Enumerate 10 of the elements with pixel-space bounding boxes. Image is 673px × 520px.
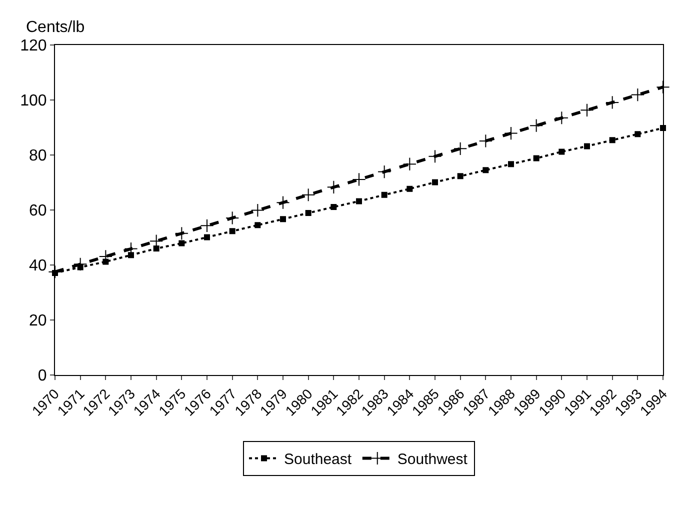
y-tick-label: 20 — [29, 312, 47, 330]
y-tick-label: 60 — [29, 202, 47, 220]
legend-label: Southwest — [397, 451, 468, 468]
y-tick-label: 100 — [20, 92, 47, 110]
y-tick-label: 80 — [29, 148, 47, 165]
y-tick-label: 0 — [38, 368, 47, 385]
y-axis-title: Cents/lb — [26, 19, 85, 36]
y-tick-label: 40 — [29, 258, 47, 275]
legend-label: Southeast — [284, 451, 352, 468]
y-tick-label: 120 — [20, 38, 47, 55]
